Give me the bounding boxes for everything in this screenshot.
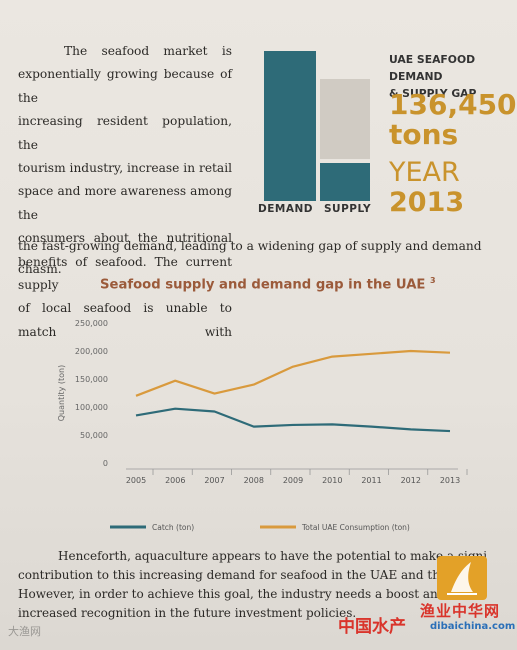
- y-tick-label: 0: [103, 459, 108, 468]
- chart-title: Seafood supply and demand gap in the UAE…: [100, 276, 436, 292]
- year-label: YEAR: [389, 157, 460, 188]
- outro-paragraph: Henceforth, aquaculture appears to have …: [18, 547, 498, 623]
- gap-bar: [320, 79, 370, 159]
- intro-line: increasing resident population, the: [18, 114, 232, 152]
- year-value: 2013: [389, 187, 465, 218]
- outro-line-text: Henceforth, aquaculture appears to have …: [58, 549, 488, 563]
- outro-line: increased recognition in the future inve…: [18, 606, 357, 620]
- intro-line: consumers about the nutritional: [18, 231, 232, 246]
- watermark-sail-logo: [437, 556, 487, 600]
- legend-label: Catch (ton): [152, 523, 194, 532]
- demand-bar: [264, 51, 316, 201]
- y-tick-label: 150,000: [75, 375, 108, 384]
- series-lines: [135, 349, 451, 433]
- supply-demand-line-chart: 250,000 200,000 150,000 100,000 50,000 0 Quant…: [57, 319, 468, 532]
- y-tick-label: 200,000: [75, 347, 108, 356]
- x-tick-label: 2011: [361, 476, 381, 485]
- intro-line: tourism industry, increase in retail: [18, 161, 232, 176]
- gap-unit: tons: [389, 118, 459, 151]
- supply-bar: [320, 163, 370, 201]
- x-tick-label: 2006: [165, 476, 185, 485]
- outro-line: However, in order to achieve this goal, …: [18, 587, 446, 601]
- gap-figure: 136,450 tons: [389, 90, 517, 150]
- intro-line: of local seafood is unable to match with: [18, 301, 232, 339]
- series-line-0: [135, 407, 451, 433]
- intro-continuation: the fast-growing demand, leading to a wi…: [18, 239, 482, 276]
- y-tick-label: 100,000: [75, 403, 108, 412]
- infographic-title-line1: UAE SEAFOOD DEMAND: [389, 53, 476, 83]
- watermark-brand: 渔业中华网: [420, 602, 501, 620]
- series-line-1: [135, 349, 451, 397]
- y-axis-label: Quantity (ton): [57, 365, 66, 421]
- infographic-title-line2: & SUPPLY GAP: [389, 87, 477, 100]
- x-tick-label: 2012: [401, 476, 421, 485]
- x-tick-label: 2013: [440, 476, 460, 485]
- y-tick-label: 250,000: [75, 319, 108, 328]
- chart-legend: Catch (ton) Total UAE Consumption (ton): [110, 523, 410, 532]
- intro-line: space and more awareness among the: [18, 184, 232, 222]
- infographic-title: UAE SEAFOOD DEMAND & SUPPLY GAP: [389, 51, 505, 102]
- x-tick-label: 2007: [204, 476, 224, 485]
- x-tick-label: 2010: [322, 476, 342, 485]
- demand-label: DEMAND: [258, 203, 313, 215]
- watermark-brand-2: 中国水产: [338, 617, 406, 637]
- outro-line: contribution to this increasing demand f…: [18, 568, 464, 582]
- intro-line: The seafood market is: [64, 44, 232, 58]
- intro-line: exponentially growing because of the: [18, 67, 232, 105]
- outro-line: Henceforth, aquaculture appears to have …: [18, 547, 498, 566]
- y-tick-label: 50,000: [80, 431, 108, 440]
- supply-label: SUPPLY: [324, 203, 372, 215]
- intro-line: benefits of seafood. The current supply: [18, 254, 232, 293]
- demand-supply-infographic: DEMAND SUPPLY UAE SEAFOOD DEMAND & SUPPL…: [255, 40, 517, 230]
- gap-value: 136,450: [389, 88, 517, 121]
- legend-label: Total UAE Consumption (ton): [301, 523, 410, 532]
- chart-footnote: 3: [430, 276, 436, 285]
- x-tick-label: 2005: [126, 476, 146, 485]
- x-tick-label: 2009: [283, 476, 303, 485]
- watermark-url: dibaichina.com: [430, 621, 516, 632]
- x-tick-label: 2008: [244, 476, 264, 485]
- x-axis: 2005 2006 2007 2008 2009 2010 2011 2012 2013: [126, 468, 468, 485]
- chart-title-text: Seafood supply and demand gap in the UAE: [100, 277, 426, 293]
- watermark-left: 大渔网: [8, 625, 41, 638]
- intro-paragraph: The seafood market is exponentially grow…: [18, 40, 232, 344]
- y-axis: 250,000 200,000 150,000 100,000 50,000 0 Quant…: [57, 319, 108, 468]
